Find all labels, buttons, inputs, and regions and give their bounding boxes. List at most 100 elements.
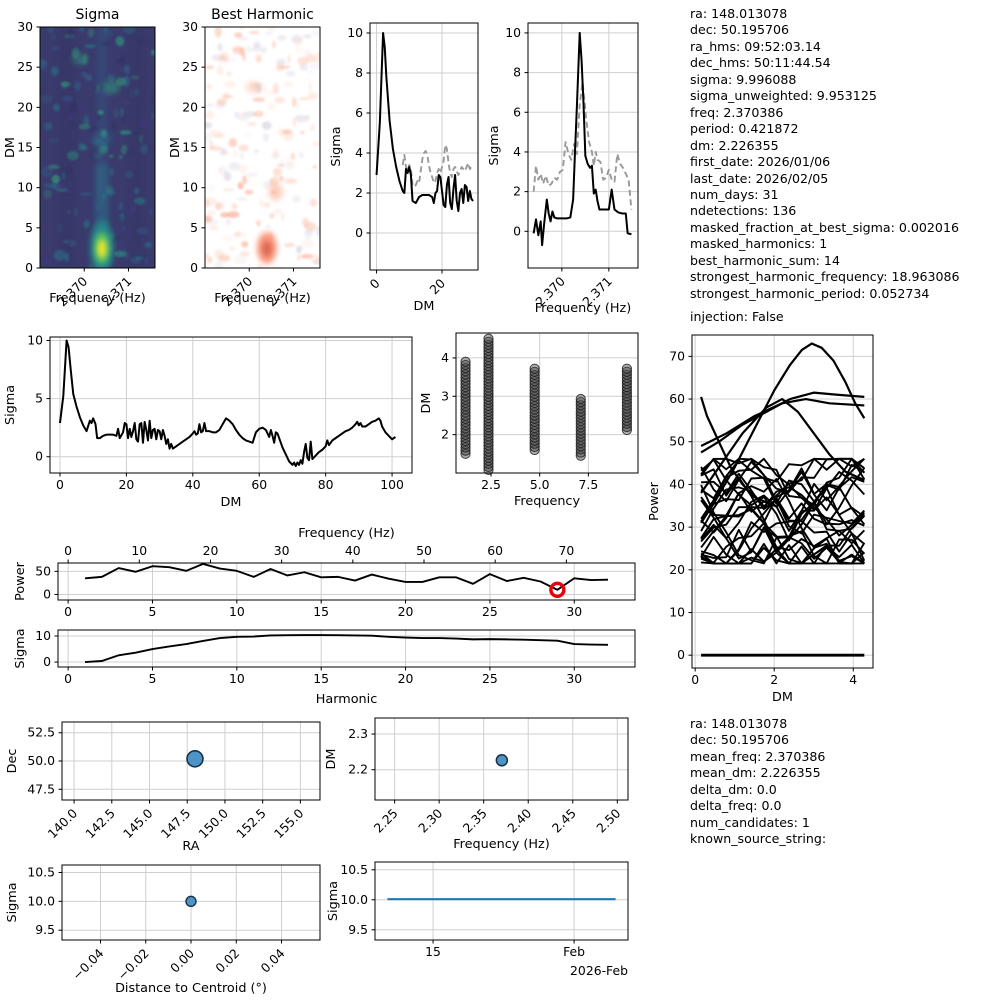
svg-text:30: 30 [566,604,582,619]
info-line: masked_harmonics: 1 [690,236,828,252]
svg-text:DM: DM [221,495,242,510]
svg-text:152.5: 152.5 [233,806,269,842]
svg-text:15: 15 [182,140,198,155]
svg-text:2.3: 2.3 [348,726,368,741]
svg-text:2.40: 2.40 [504,805,534,835]
svg-text:52.5: 52.5 [27,725,55,740]
svg-text:DM: DM [772,690,793,705]
svg-text:25: 25 [17,59,33,74]
svg-text:0.04: 0.04 [258,945,288,975]
svg-text:DM: DM [414,299,435,314]
svg-text:10: 10 [229,604,245,619]
svg-text:80: 80 [318,477,334,492]
svg-text:155.0: 155.0 [271,805,307,841]
svg-text:0.00: 0.00 [167,945,197,975]
svg-text:10: 10 [347,25,363,40]
svg-text:20: 20 [203,543,219,558]
svg-text:RA: RA [182,839,199,854]
svg-text:30: 30 [274,543,290,558]
svg-text:4: 4 [513,144,521,159]
svg-text:0: 0 [64,543,72,558]
svg-text:Frequency (Hz): Frequency (Hz) [214,291,311,306]
svg-text:0: 0 [25,260,33,275]
svg-text:10.5: 10.5 [340,862,368,877]
svg-text:10: 10 [505,25,521,40]
svg-text:0: 0 [366,275,382,291]
svg-text:8: 8 [513,65,521,80]
svg-text:10: 10 [131,543,147,558]
svg-text:10.5: 10.5 [27,865,55,880]
svg-text:Power: Power [13,561,28,600]
info-line: mean_dm: 2.226355 [690,765,821,781]
svg-text:10: 10 [35,628,51,643]
svg-text:Frequency (Hz): Frequency (Hz) [298,526,395,541]
svg-text:2: 2 [513,184,521,199]
svg-text:2.371: 2.371 [579,274,615,310]
svg-text:0: 0 [43,654,51,669]
svg-text:4: 4 [849,672,857,687]
info-line: delta_dm: 0.0 [690,781,777,797]
info-line: sigma_unweighted: 9.953125 [690,88,877,104]
svg-text:2.371: 2.371 [99,274,135,310]
svg-text:15: 15 [313,604,329,619]
svg-text:Best Harmonic: Best Harmonic [211,7,314,23]
svg-text:0: 0 [64,604,72,619]
svg-text:DM: DM [419,393,434,414]
svg-text:Feb: Feb [563,944,585,959]
svg-text:10: 10 [17,180,33,195]
svg-text:0: 0 [190,260,198,275]
svg-text:147.5: 147.5 [158,806,194,842]
svg-text:20: 20 [426,275,448,297]
svg-text:7.5: 7.5 [579,477,599,492]
info-line: last_date: 2026/02/05 [690,170,829,186]
svg-text:50: 50 [35,563,51,578]
svg-text:6: 6 [355,105,363,120]
svg-text:60: 60 [251,477,267,492]
candidate-summary-panel: ra: 148.013078 dec: 50.195706 mean_freq: 2… [690,716,826,848]
svg-text:2: 2 [355,185,363,200]
svg-text:70: 70 [558,543,574,558]
svg-text:50: 50 [416,543,432,558]
svg-text:2.5: 2.5 [481,477,501,492]
svg-text:Sigma: Sigma [487,125,502,165]
info-line: known_source_string: [690,831,827,847]
info-line: masked_fraction_at_best_sigma: 0.002016 [690,219,959,235]
svg-text:0: 0 [355,225,363,240]
svg-text:30: 30 [17,19,33,34]
svg-text:50: 50 [669,434,685,449]
svg-text:5: 5 [149,671,157,686]
info-line: dec_hms: 50:11:44.54 [690,55,831,71]
svg-text:0: 0 [691,672,699,687]
svg-text:Sigma: Sigma [329,126,344,166]
svg-text:DM: DM [3,137,18,158]
info-line: dec: 50.195706 [690,732,790,748]
svg-text:10: 10 [27,332,43,347]
svg-text:2.370: 2.370 [532,273,568,309]
svg-text:0: 0 [513,223,521,238]
info-line: strongest_harmonic_period: 0.052734 [690,285,930,301]
svg-text:9.5: 9.5 [348,922,368,937]
svg-text:0: 0 [64,671,72,686]
svg-text:20: 20 [182,99,198,114]
svg-text:Distance to Centroid (°): Distance to Centroid (°) [115,981,267,996]
svg-text:20: 20 [669,562,685,577]
svg-text:30: 30 [669,519,685,534]
svg-text:47.5: 47.5 [27,781,55,796]
svg-text:−0.02: −0.02 [114,946,151,983]
info-line: sigma: 9.996088 [690,71,797,87]
svg-text:DM: DM [324,749,339,770]
svg-text:2.370: 2.370 [220,273,256,309]
svg-text:10: 10 [182,180,198,195]
svg-text:Power: Power [647,481,662,520]
svg-text:4: 4 [355,145,363,160]
svg-text:Sigma: Sigma [5,882,20,922]
svg-text:4: 4 [441,350,449,365]
svg-text:150.0: 150.0 [195,805,231,841]
svg-text:2.2: 2.2 [348,762,368,777]
svg-text:30: 30 [182,19,198,34]
svg-text:5.0: 5.0 [530,477,550,492]
svg-text:Frequency (Hz): Frequency (Hz) [49,291,146,306]
svg-text:2.50: 2.50 [593,805,623,835]
svg-text:25: 25 [482,604,498,619]
